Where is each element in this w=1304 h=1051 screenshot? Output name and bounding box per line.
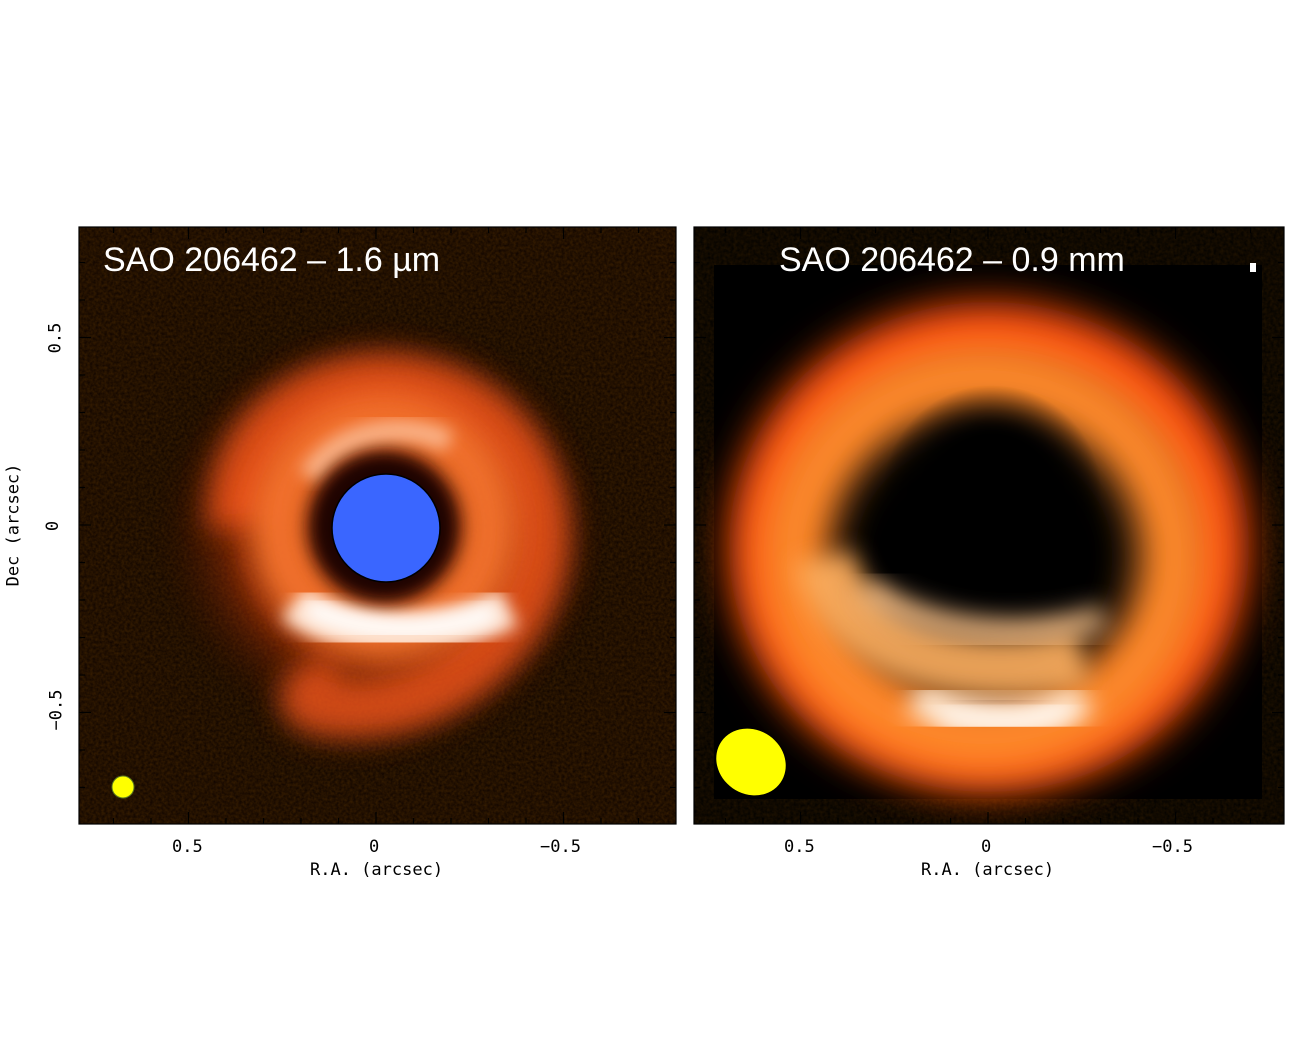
panel-frame xyxy=(693,226,1285,825)
x-axis-title: R.A. (arcsec) xyxy=(921,860,1055,880)
y-tick-label: 0 xyxy=(43,520,64,532)
panel-title: SAO 206462 – 0.9 mm xyxy=(779,241,1125,279)
beam-marker xyxy=(111,775,135,799)
y-tick-label: 0.5 xyxy=(45,322,66,354)
y-tick-label: −0.5 xyxy=(46,689,67,731)
x-tick-label: 0.5 xyxy=(784,837,815,857)
y-axis-title: Dec (arcsec) xyxy=(3,463,24,587)
x-tick-label: −0.5 xyxy=(540,837,581,857)
disk-image-0.9mm xyxy=(694,227,1284,824)
scale-marker xyxy=(1250,263,1256,272)
panel-frame xyxy=(78,226,677,825)
image-panel-1.6um: SAO 206462 – 1.6 µm xyxy=(79,227,676,824)
x-tick-label: 0.5 xyxy=(172,837,203,857)
disk-image-1.6um xyxy=(79,227,676,824)
panel-title: SAO 206462 – 1.6 µm xyxy=(103,241,441,279)
x-tick-label: 0 xyxy=(369,837,380,857)
x-tick-label: 0 xyxy=(981,837,992,857)
image-panel-0.9mm: SAO 206462 – 0.9 mm xyxy=(694,227,1284,824)
coronagraph-mask xyxy=(331,473,441,583)
x-axis-title: R.A. (arcsec) xyxy=(310,860,444,880)
x-tick-label: −0.5 xyxy=(1152,837,1193,857)
beam-marker xyxy=(716,728,786,796)
